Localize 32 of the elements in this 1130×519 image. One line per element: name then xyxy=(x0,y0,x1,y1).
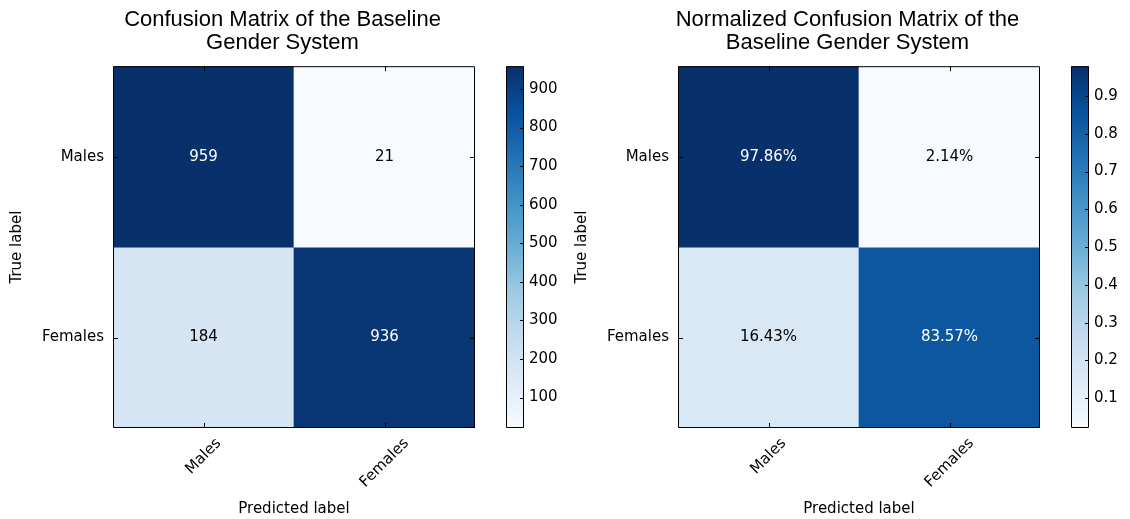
color-bar-label: 800 xyxy=(529,117,558,136)
color-bar-label: 0.7 xyxy=(1094,161,1118,180)
color-bar-label: 400 xyxy=(529,271,558,290)
color-bar-label: 100 xyxy=(529,387,558,406)
color-bar-label: 0.1 xyxy=(1094,388,1118,407)
y-axis-title: True label xyxy=(571,210,590,285)
data-label: 184 xyxy=(189,327,218,346)
color-bar-label: 0.6 xyxy=(1094,199,1118,218)
data-label: 97.86% xyxy=(739,146,798,165)
data-label: 959 xyxy=(189,146,218,165)
color-bar-label: 0.4 xyxy=(1094,274,1118,293)
color-bar-label: 200 xyxy=(529,348,558,367)
data-label: 83.57% xyxy=(920,327,979,346)
chart-title: Confusion Matrix of the Baseline Gender System xyxy=(124,5,441,54)
y-axis-title: True label xyxy=(6,210,25,285)
color-bar-label: 300 xyxy=(529,310,558,329)
color-bar-label: 0.9 xyxy=(1094,85,1118,104)
data-label: 21 xyxy=(374,146,395,165)
color-bar-label: 0.5 xyxy=(1094,236,1118,255)
chart-title: Normalized Confusion Matrix of the Baseline Gender System xyxy=(675,5,1020,54)
color-bar-label: 900 xyxy=(529,78,558,97)
data-label: 936 xyxy=(370,327,399,346)
color-bar-label: 0.2 xyxy=(1094,350,1118,369)
color-bar-label: 0.8 xyxy=(1094,123,1118,142)
data-label: 2.14% xyxy=(925,146,974,165)
color-bar-label: 0.3 xyxy=(1094,312,1118,331)
x-axis-title: Predicted label xyxy=(238,498,350,517)
color-bar-label: 700 xyxy=(529,155,558,174)
x-axis-title: Predicted label xyxy=(803,498,915,517)
color-bar-label: 600 xyxy=(529,194,558,213)
data-label: 16.43% xyxy=(739,327,798,346)
color-bar-label: 500 xyxy=(529,233,558,252)
